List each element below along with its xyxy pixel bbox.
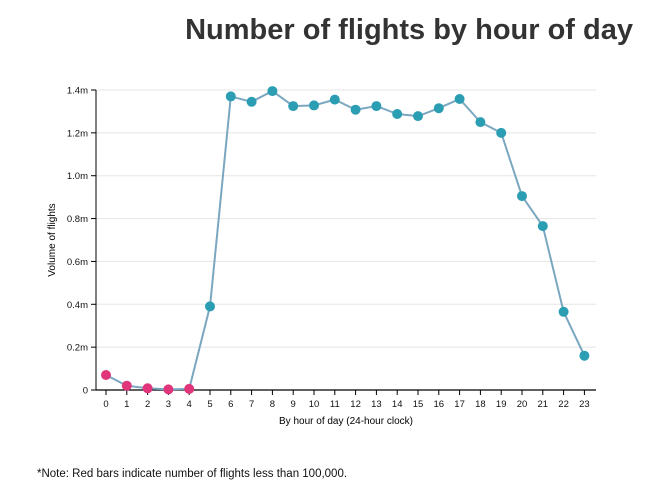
- data-point: [288, 101, 299, 112]
- x-tick-label: 19: [496, 399, 507, 410]
- data-point: [558, 306, 569, 317]
- data-point: [267, 86, 278, 97]
- x-axis-label: By hour of day (24-hour clock): [279, 416, 413, 427]
- x-tick-label: 13: [371, 399, 382, 410]
- y-tick-label: 0.2m: [67, 343, 88, 354]
- data-point: [454, 94, 465, 104]
- x-tick-label: 11: [330, 399, 340, 410]
- data-point: [350, 104, 361, 115]
- y-tick-label: 0: [83, 386, 88, 397]
- x-tick-label: 18: [475, 399, 486, 410]
- x-tick-label: 16: [434, 399, 445, 410]
- y-tick-label: 1.0m: [67, 171, 88, 182]
- data-point: [433, 103, 444, 114]
- data-point: [413, 111, 423, 122]
- data-points: [101, 86, 590, 395]
- data-point: [371, 101, 382, 112]
- data-point: [475, 117, 486, 128]
- y-tick-label: 1.4m: [67, 86, 88, 97]
- x-tick-label: 2: [145, 399, 150, 410]
- x-tick-label: 3: [166, 399, 171, 410]
- data-point-low: [184, 383, 195, 394]
- x-tick-label: 22: [558, 399, 569, 410]
- x-tick-label: 4: [187, 399, 192, 410]
- series-line-path: [105, 90, 586, 391]
- gridlines: [96, 89, 596, 348]
- data-point: [517, 191, 527, 202]
- data-point: [329, 94, 340, 105]
- x-tick-label: 10: [309, 399, 320, 410]
- data-point-low: [142, 383, 153, 394]
- y-tick-label: 0.6m: [67, 257, 88, 268]
- x-tick-label: 6: [228, 399, 233, 410]
- data-point-low: [163, 384, 174, 395]
- data-point: [392, 109, 403, 119]
- data-point: [246, 96, 257, 107]
- y-tick-label: 0.8m: [67, 214, 88, 225]
- x-tick-label: 1: [124, 399, 129, 410]
- data-point: [537, 221, 548, 232]
- data-point-low: [101, 370, 111, 380]
- x-tick-label: 9: [291, 399, 296, 410]
- x-tick-label: 5: [207, 399, 212, 410]
- x-tick-label: 17: [454, 399, 465, 410]
- y-tick-label: 0.4m: [67, 300, 88, 311]
- x-tick-label: 15: [413, 399, 424, 410]
- chart-title: Number of flights by hour of day: [185, 14, 633, 46]
- footnote: *Note: Red bars indicate number of fligh…: [37, 468, 348, 480]
- data-point-low: [121, 380, 132, 391]
- y-tick-label: 1.2m: [67, 128, 88, 139]
- x-tick-label: 20: [517, 399, 528, 410]
- x-tick-label: 0: [103, 399, 108, 410]
- x-tick-label: 8: [270, 399, 275, 410]
- data-point: [225, 91, 236, 102]
- series-line: [105, 90, 586, 391]
- x-tick-label: 21: [538, 399, 549, 410]
- x-tick-label: 7: [249, 399, 254, 410]
- x-tick-label: 12: [350, 399, 361, 410]
- x-tick-label: 23: [579, 399, 590, 410]
- data-point: [579, 350, 590, 361]
- x-tick-label: 14: [392, 399, 403, 410]
- axes: 00.2m0.4m0.6m0.8m1.0m1.2m1.4m0 1 2 3 4 5 6 7 8 9 1…: [67, 86, 596, 410]
- data-point: [309, 100, 319, 111]
- y-axis-label: Volume of flights: [47, 203, 58, 276]
- data-point: [496, 127, 507, 138]
- data-point: [205, 301, 215, 312]
